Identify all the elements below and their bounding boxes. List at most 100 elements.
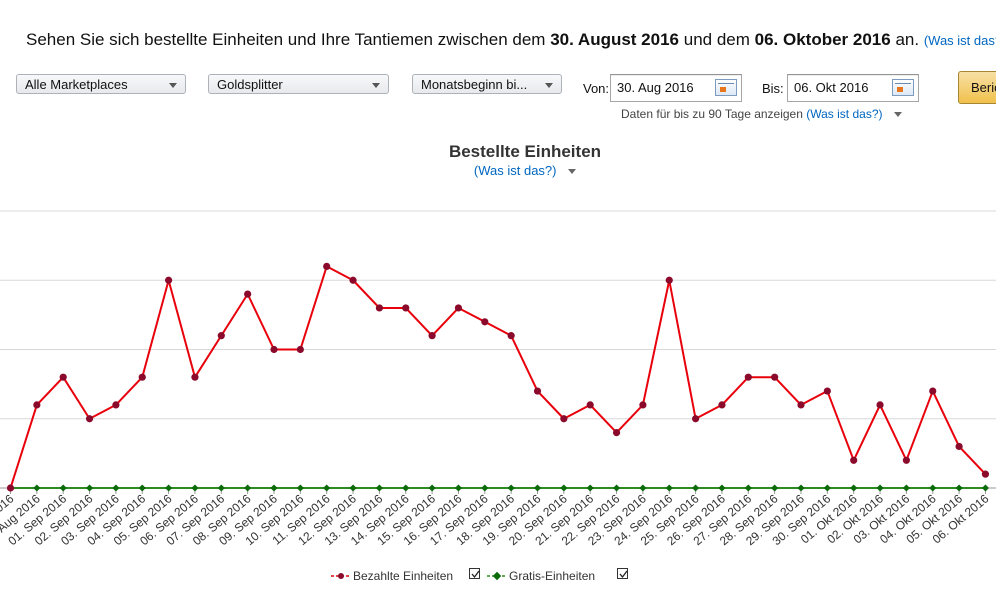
point-bezahlt [454, 304, 463, 312]
to-label: Bis: [762, 81, 784, 96]
point-gratis [323, 484, 331, 492]
report-headline: Sehen Sie sich bestellte Einheiten und I… [26, 30, 996, 50]
point-bezahlt [138, 373, 146, 381]
point-gratis [823, 484, 831, 492]
period-select[interactable]: Monatsbeginn bi... [412, 74, 562, 94]
point-gratis [560, 484, 568, 492]
point-bezahlt [270, 345, 278, 354]
chevron-down-icon [169, 83, 177, 88]
point-bezahlt [402, 304, 410, 312]
headline-date-from: 30. August 2016 [550, 30, 679, 49]
point-gratis [86, 484, 94, 492]
point-gratis [349, 484, 357, 492]
legend-free-label: Gratis-Einheiten [509, 569, 596, 583]
point-gratis [59, 484, 67, 492]
point-bezahlt [349, 276, 357, 284]
point-bezahlt [612, 429, 621, 437]
check-icon [619, 570, 628, 579]
point-gratis [481, 484, 489, 492]
series-line-bezahlt [9, 265, 987, 489]
to-date-value: 06. Okt 2016 [794, 80, 869, 95]
point-gratis [112, 484, 120, 492]
marketplace-select[interactable]: Alle Marketplaces [16, 74, 186, 94]
to-date-input[interactable]: 06. Okt 2016 [787, 74, 919, 102]
period-select-value: Monatsbeginn bi... [421, 77, 528, 92]
headline-help-link[interactable]: (Was ist das?) [923, 33, 996, 48]
calendar-icon[interactable] [892, 79, 914, 96]
point-bezahlt [296, 345, 304, 354]
headline-middle: und dem [683, 30, 750, 49]
point-bezahlt [876, 401, 884, 409]
range-info: Daten für bis zu 90 Tage anzeigen (Was i… [621, 107, 902, 121]
chevron-down-icon[interactable] [893, 112, 902, 118]
point-gratis [217, 484, 225, 492]
point-gratis [165, 484, 173, 492]
point-gratis [454, 484, 462, 492]
point-bezahlt [560, 415, 568, 423]
point-gratis [744, 484, 752, 492]
title-select-value: Goldsplitter [217, 77, 283, 92]
point-bezahlt [771, 373, 779, 381]
point-gratis [191, 484, 199, 492]
from-date-input[interactable]: 30. Aug 2016 [610, 74, 742, 102]
point-gratis [507, 484, 515, 492]
point-bezahlt [375, 304, 383, 312]
point-bezahlt [929, 387, 937, 395]
from-date-value: 30. Aug 2016 [617, 80, 694, 95]
point-bezahlt [533, 387, 542, 395]
from-label: Von: [583, 81, 610, 96]
point-bezahlt [955, 442, 963, 451]
point-bezahlt [744, 373, 752, 381]
legend-paid-marker [331, 573, 351, 579]
range-help-link[interactable]: (Was ist das?) [806, 107, 883, 121]
point-bezahlt [902, 456, 911, 464]
point-gratis [929, 484, 937, 492]
point-gratis [296, 484, 304, 492]
point-bezahlt [85, 415, 94, 423]
point-gratis [639, 484, 647, 492]
point-gratis [718, 484, 726, 492]
calendar-icon[interactable] [715, 79, 737, 96]
point-gratis [955, 484, 963, 492]
headline-date-to: 06. Oktober 2016 [754, 30, 891, 49]
point-bezahlt [797, 401, 805, 409]
point-bezahlt [481, 318, 489, 326]
point-gratis [850, 484, 858, 492]
point-gratis [244, 484, 252, 492]
chart-help-link[interactable]: (Was ist das?) [473, 163, 557, 178]
marketplace-select-value: Alle Marketplaces [25, 77, 128, 92]
point-bezahlt [428, 332, 436, 340]
headline-prefix: Sehen Sie sich bestellte Einheiten und I… [26, 30, 546, 49]
legend-free-checkbox[interactable] [617, 568, 628, 579]
point-gratis [613, 484, 621, 492]
point-gratis [876, 484, 884, 492]
point-bezahlt [692, 415, 700, 423]
point-gratis [771, 484, 779, 492]
point-bezahlt [823, 387, 831, 395]
point-bezahlt [639, 401, 647, 409]
range-info-text: Daten für bis zu 90 Tage anzeigen [621, 107, 803, 121]
point-gratis [138, 484, 146, 492]
point-bezahlt [244, 290, 252, 298]
point-gratis [797, 484, 805, 492]
chart-subtitle: (Was ist das?) [0, 163, 996, 178]
report-button[interactable]: Bericht [958, 71, 996, 104]
point-gratis [665, 484, 673, 492]
point-gratis [692, 484, 700, 492]
point-bezahlt [323, 262, 331, 270]
point-gratis [402, 484, 410, 492]
chart-title: Bestellte Einheiten [448, 142, 602, 161]
chevron-down-icon[interactable] [568, 169, 577, 175]
point-gratis [902, 484, 910, 492]
legend-paid-checkbox[interactable] [469, 568, 480, 579]
point-gratis [981, 484, 989, 492]
point-gratis [586, 484, 594, 492]
point-bezahlt [217, 332, 225, 340]
point-bezahlt [665, 276, 673, 284]
point-gratis [270, 484, 278, 492]
point-gratis [375, 484, 383, 492]
title-select[interactable]: Goldsplitter [208, 74, 389, 94]
point-gratis [533, 484, 542, 492]
point-bezahlt [850, 456, 858, 464]
